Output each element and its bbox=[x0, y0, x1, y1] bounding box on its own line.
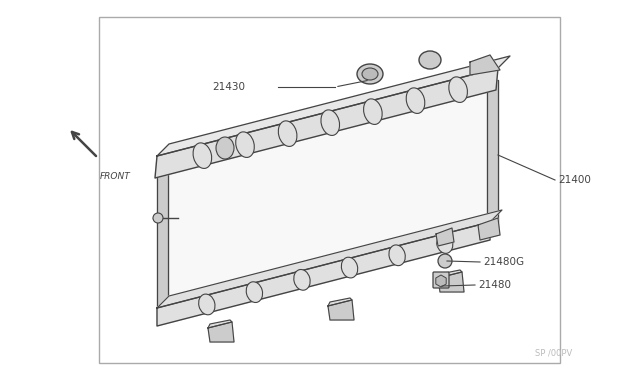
Text: FRONT: FRONT bbox=[100, 172, 131, 181]
Polygon shape bbox=[165, 80, 490, 308]
Polygon shape bbox=[438, 270, 462, 278]
Polygon shape bbox=[487, 80, 498, 222]
Text: SP /00PV: SP /00PV bbox=[535, 349, 572, 358]
Polygon shape bbox=[157, 210, 502, 308]
Polygon shape bbox=[328, 298, 352, 306]
Polygon shape bbox=[328, 300, 354, 320]
Ellipse shape bbox=[449, 77, 467, 102]
Ellipse shape bbox=[236, 132, 254, 157]
Ellipse shape bbox=[216, 137, 234, 159]
Ellipse shape bbox=[341, 257, 358, 278]
Ellipse shape bbox=[362, 68, 378, 80]
Text: 21430: 21430 bbox=[212, 82, 245, 92]
Polygon shape bbox=[157, 56, 510, 156]
Polygon shape bbox=[155, 68, 498, 178]
Ellipse shape bbox=[294, 269, 310, 290]
Text: 21480: 21480 bbox=[478, 280, 511, 290]
Ellipse shape bbox=[278, 121, 297, 147]
Ellipse shape bbox=[198, 294, 215, 315]
Text: 21400: 21400 bbox=[558, 175, 591, 185]
Polygon shape bbox=[438, 272, 464, 292]
FancyBboxPatch shape bbox=[433, 272, 449, 288]
Ellipse shape bbox=[246, 282, 262, 302]
Polygon shape bbox=[157, 165, 168, 308]
Ellipse shape bbox=[357, 64, 383, 84]
Polygon shape bbox=[157, 222, 490, 326]
Ellipse shape bbox=[321, 110, 340, 135]
Bar bbox=[99, 17, 560, 363]
Circle shape bbox=[153, 213, 163, 223]
Polygon shape bbox=[208, 320, 232, 328]
Ellipse shape bbox=[193, 143, 212, 169]
Circle shape bbox=[438, 254, 452, 268]
Polygon shape bbox=[208, 322, 234, 342]
Ellipse shape bbox=[389, 245, 405, 266]
Polygon shape bbox=[470, 55, 500, 75]
Ellipse shape bbox=[406, 88, 425, 113]
Ellipse shape bbox=[436, 232, 453, 253]
Polygon shape bbox=[478, 218, 500, 240]
Polygon shape bbox=[436, 228, 454, 246]
Ellipse shape bbox=[419, 51, 441, 69]
Ellipse shape bbox=[364, 99, 382, 125]
Text: 21480G: 21480G bbox=[483, 257, 524, 267]
